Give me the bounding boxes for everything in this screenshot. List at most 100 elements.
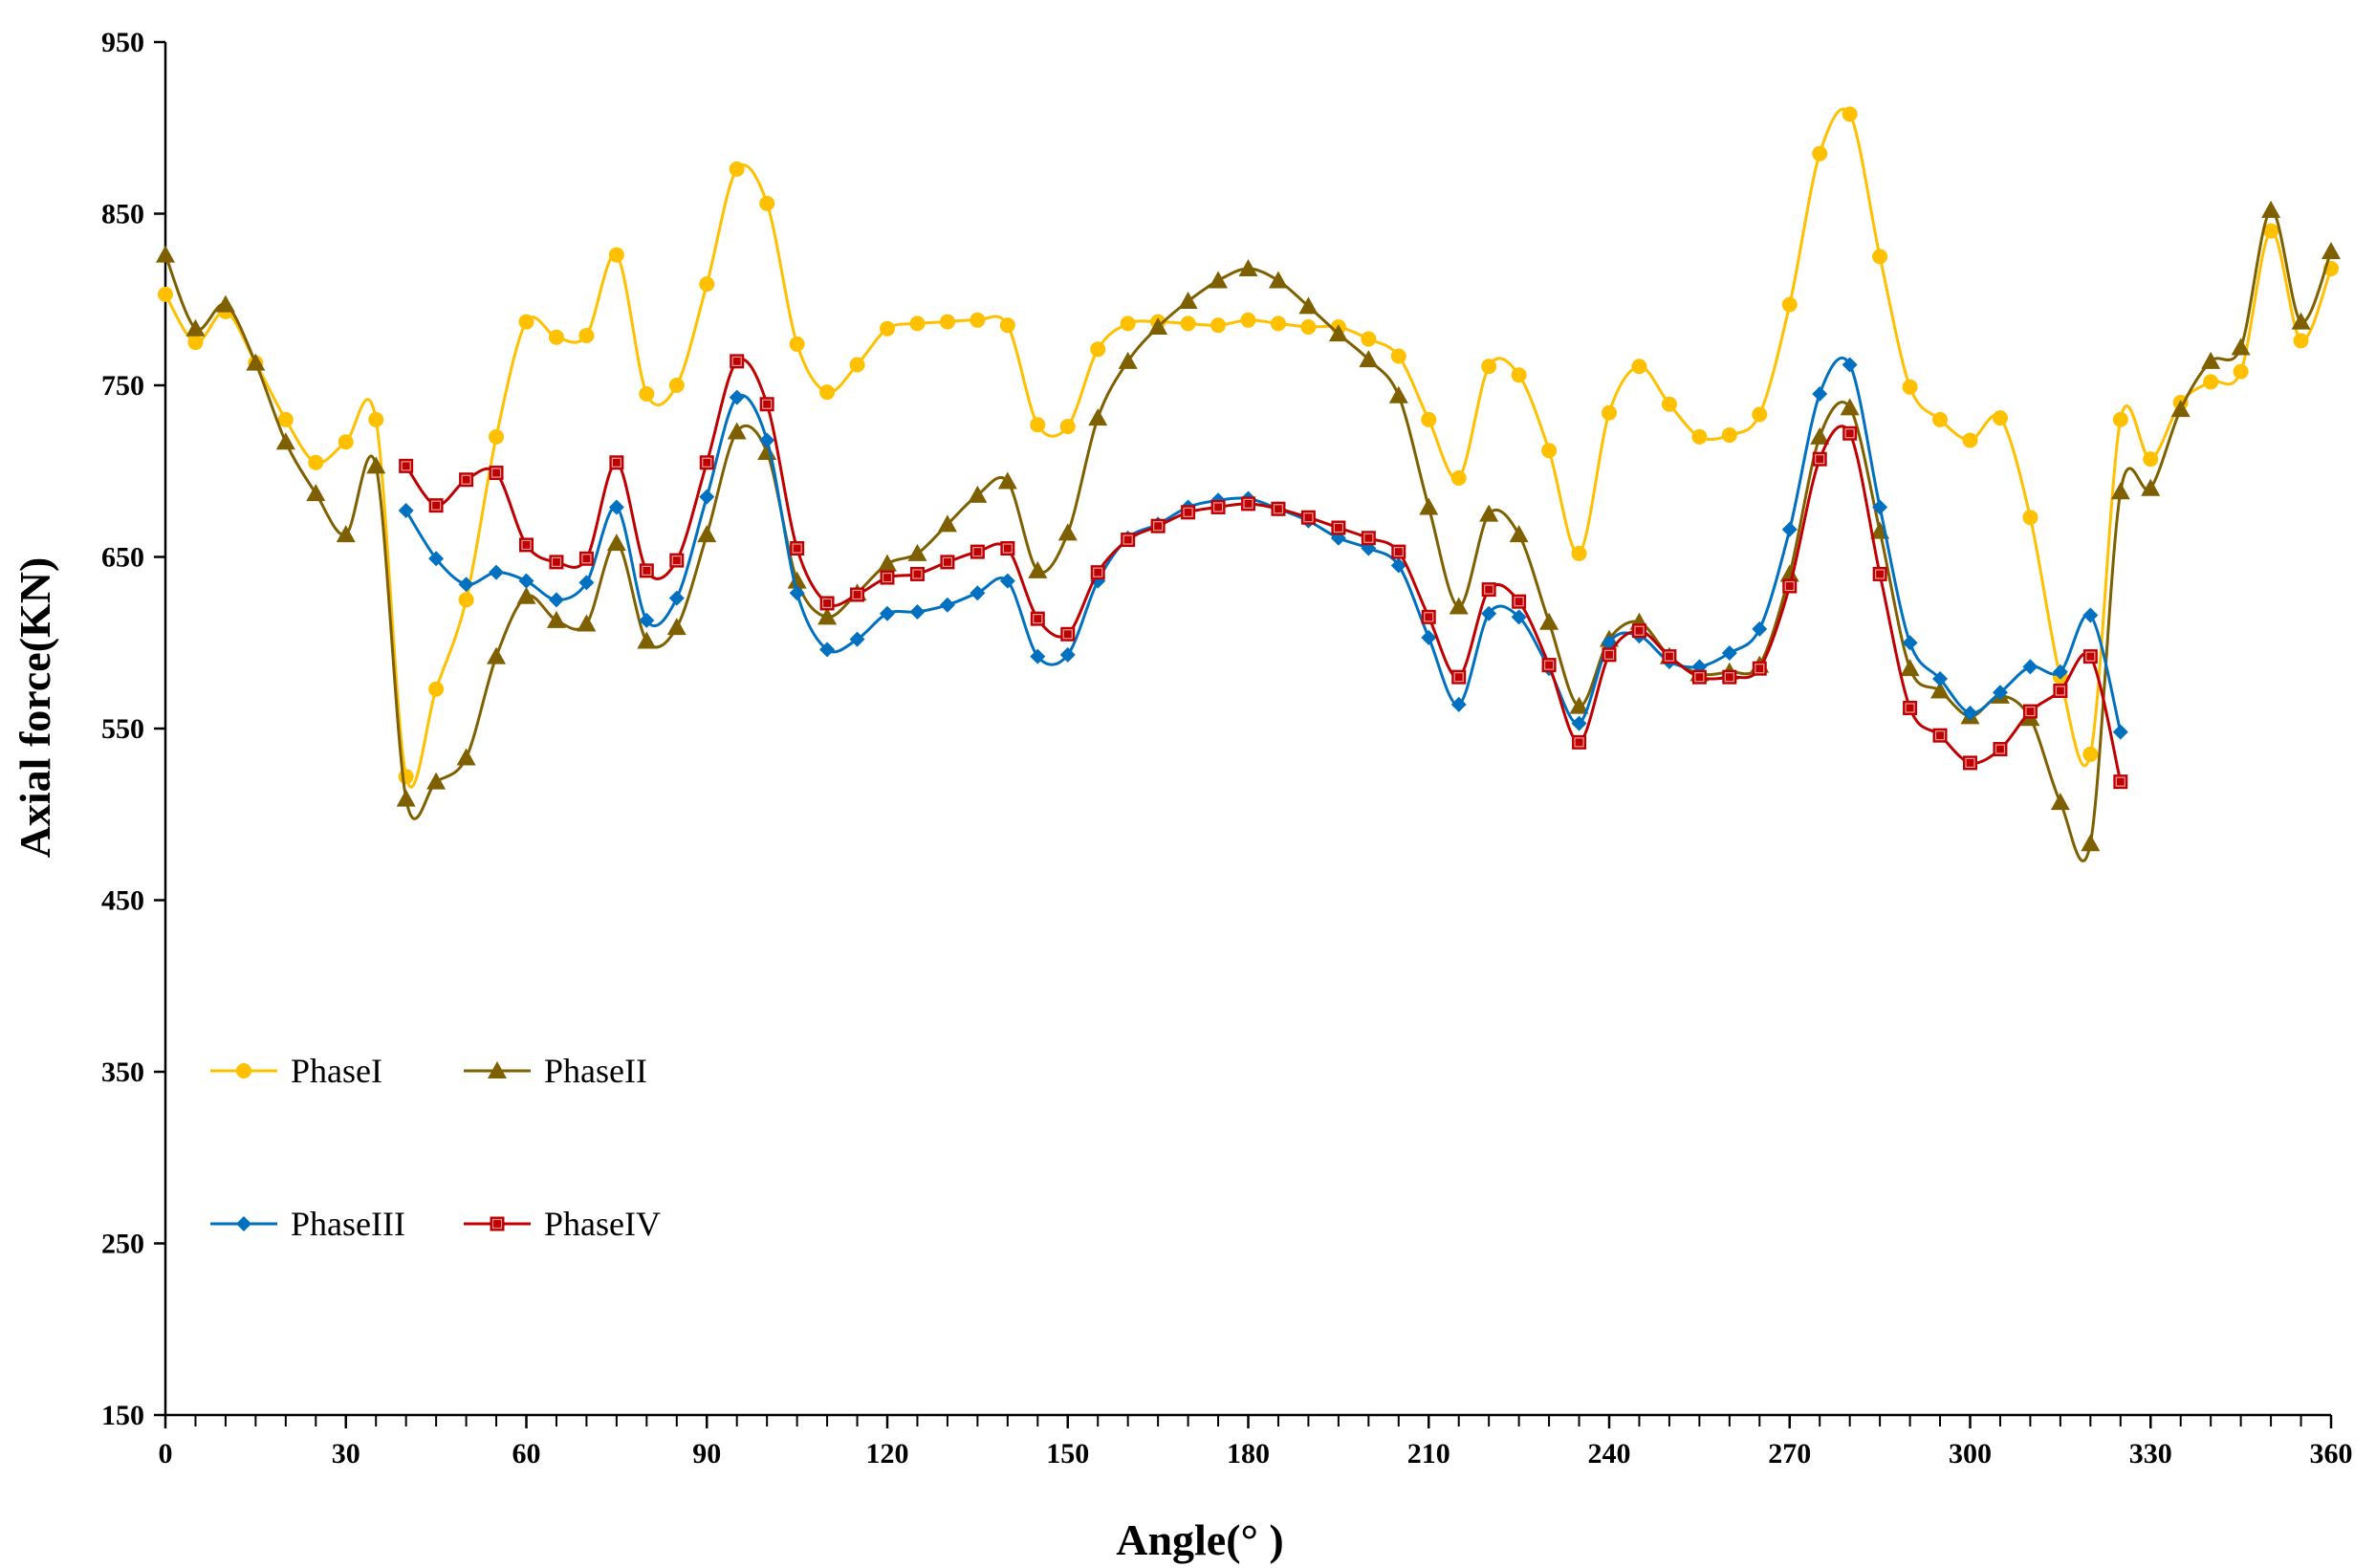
square-marker-fill bbox=[609, 455, 624, 470]
point-PhaseI-355 bbox=[2293, 333, 2309, 349]
square-marker-fill bbox=[1210, 499, 1226, 514]
point-PhaseI-320 bbox=[2082, 746, 2099, 762]
point-PhaseI-290 bbox=[1902, 379, 1918, 395]
y-tick-label: 550 bbox=[101, 713, 144, 745]
square-marker-fill bbox=[880, 570, 895, 585]
point-PhaseIV-150 bbox=[1060, 626, 1076, 642]
point-PhaseII-90 bbox=[697, 525, 717, 543]
point-PhaseIII-60 bbox=[518, 573, 534, 589]
point-PhaseIII-85 bbox=[668, 590, 685, 606]
point-PhaseI-65 bbox=[548, 329, 564, 345]
x-tick-label: 60 bbox=[512, 1438, 541, 1470]
square-marker-fill bbox=[1842, 425, 1858, 441]
square-marker-inner bbox=[1453, 672, 1464, 683]
point-PhaseIV-180 bbox=[1241, 496, 1255, 512]
square-marker-fill bbox=[1421, 609, 1436, 624]
square-marker-fill bbox=[759, 397, 774, 412]
square-marker-inner bbox=[1815, 454, 1825, 465]
point-PhaseII-170 bbox=[1178, 292, 1198, 310]
square-marker-fill bbox=[1060, 626, 1076, 642]
point-PhaseII-335 bbox=[2170, 400, 2191, 418]
point-PhaseIV-60 bbox=[519, 537, 534, 553]
point-PhaseIII-300 bbox=[1962, 705, 1978, 721]
point-PhaseI-120 bbox=[880, 320, 895, 337]
point-PhaseIII-315 bbox=[2052, 664, 2068, 680]
point-PhaseII-215 bbox=[1449, 597, 1469, 615]
point-PhaseIII-100 bbox=[759, 432, 775, 448]
x-tick-label: 90 bbox=[692, 1438, 721, 1470]
point-PhaseI-270 bbox=[1781, 296, 1798, 313]
square-marker-fill bbox=[549, 555, 564, 570]
square-marker-inner bbox=[1153, 521, 1164, 532]
square-marker-inner bbox=[1694, 672, 1705, 683]
square-marker-fill bbox=[1000, 541, 1015, 556]
point-PhaseII-95 bbox=[727, 422, 747, 440]
y-tick-label: 450 bbox=[101, 885, 144, 917]
point-PhaseIV-40 bbox=[399, 458, 414, 473]
point-PhaseII-195 bbox=[1328, 324, 1348, 342]
point-PhaseIII-220 bbox=[1481, 605, 1497, 621]
point-PhaseIII-210 bbox=[1421, 629, 1437, 645]
point-PhaseI-245 bbox=[1631, 359, 1647, 375]
point-PhaseII-315 bbox=[2050, 793, 2070, 811]
square-marker-fill bbox=[1932, 728, 1948, 743]
point-PhaseIII-260 bbox=[1721, 645, 1737, 662]
point-PhaseI-340 bbox=[2203, 374, 2219, 390]
point-PhaseI-5 bbox=[187, 335, 204, 351]
square-marker-fill bbox=[1361, 531, 1376, 546]
legend-label-PhaseI: PhaseI bbox=[291, 1052, 382, 1090]
series-PhaseIV bbox=[399, 354, 2128, 790]
square-marker-inner bbox=[792, 543, 802, 554]
legend: PhaseI PhaseII PhaseIII PhaseIV bbox=[210, 1052, 661, 1243]
point-PhaseIII-125 bbox=[909, 603, 926, 620]
y-tick-label: 150 bbox=[101, 1400, 144, 1431]
square-marker-inner bbox=[431, 500, 442, 511]
square-marker-fill bbox=[1691, 669, 1707, 685]
square-marker-inner bbox=[1183, 507, 1193, 517]
x-tick-label: 210 bbox=[1407, 1438, 1450, 1470]
point-PhaseIV-185 bbox=[1271, 501, 1286, 516]
point-PhaseIV-240 bbox=[1602, 647, 1617, 663]
point-PhaseIII-235 bbox=[1571, 715, 1587, 731]
square-marker-fill bbox=[850, 587, 865, 602]
square-marker-inner bbox=[942, 556, 953, 567]
point-PhaseI-225 bbox=[1511, 367, 1527, 383]
x-tick-label: 270 bbox=[1768, 1438, 1811, 1470]
point-PhaseII-345 bbox=[2231, 338, 2251, 356]
point-PhaseI-90 bbox=[699, 276, 715, 293]
point-PhaseII-145 bbox=[1028, 560, 1048, 578]
point-PhaseII-200 bbox=[1359, 350, 1379, 368]
square-marker-inner bbox=[1093, 567, 1103, 577]
point-PhaseIV-110 bbox=[819, 596, 835, 611]
point-PhaseIV-90 bbox=[699, 455, 714, 470]
point-PhaseI-350 bbox=[2263, 223, 2279, 239]
square-marker-inner bbox=[1243, 498, 1253, 509]
square-marker-fill bbox=[1150, 518, 1166, 534]
point-PhaseI-40 bbox=[398, 769, 414, 785]
square-marker-fill bbox=[970, 544, 985, 559]
y-axis-title: Axial force(KN) bbox=[11, 557, 59, 859]
point-PhaseI-125 bbox=[909, 316, 926, 332]
square-marker-inner bbox=[2055, 686, 2065, 696]
point-PhaseII-125 bbox=[907, 543, 927, 561]
square-marker-fill bbox=[489, 466, 504, 481]
point-PhaseIII-320 bbox=[2082, 607, 2099, 623]
square-marker-fill bbox=[399, 458, 414, 473]
point-PhaseI-275 bbox=[1812, 145, 1828, 162]
x-tick-label: 150 bbox=[1046, 1438, 1089, 1470]
point-PhaseII-230 bbox=[1539, 612, 1559, 630]
square-marker-inner bbox=[762, 399, 773, 409]
square-marker-inner bbox=[1363, 533, 1374, 543]
series-PhaseIII bbox=[398, 357, 2128, 740]
point-PhaseI-155 bbox=[1090, 341, 1106, 358]
point-PhaseI-330 bbox=[2143, 451, 2159, 468]
point-PhaseIII-265 bbox=[1752, 621, 1768, 637]
point-PhaseIV-265 bbox=[1752, 661, 1767, 676]
legend-marker-PhaseIII bbox=[236, 1216, 251, 1231]
point-PhaseII-105 bbox=[787, 571, 807, 589]
square-marker-inner bbox=[1514, 597, 1524, 607]
point-PhaseIV-80 bbox=[639, 563, 654, 578]
point-PhaseIV-325 bbox=[2113, 774, 2128, 790]
point-PhaseIV-155 bbox=[1090, 565, 1105, 580]
point-PhaseI-265 bbox=[1752, 406, 1768, 423]
